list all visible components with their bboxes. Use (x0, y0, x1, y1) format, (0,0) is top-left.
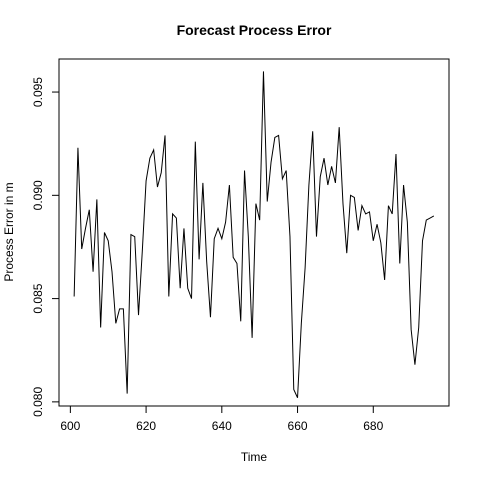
x-tick-label: 620 (136, 419, 156, 433)
x-tick-label: 680 (363, 419, 383, 433)
series-line (73, 71, 435, 398)
x-tick-label: 640 (212, 419, 232, 433)
y-tick-label: 0.080 (31, 387, 45, 417)
x-tick-label: 660 (288, 419, 308, 433)
plot-frame (58, 58, 450, 407)
y-axis-label: Process Error in m (2, 182, 16, 281)
y-axis: 0.080 0.085 0.090 0.095 (31, 77, 60, 417)
x-axis: 600 620 640 660 680 (60, 405, 384, 433)
x-tick-label: 600 (60, 419, 80, 433)
x-axis-label: Time (241, 450, 268, 464)
chart-title: Forecast Process Error (177, 22, 332, 38)
y-tick-label: 0.085 (31, 283, 45, 313)
y-tick-label: 0.095 (31, 77, 45, 107)
y-tick-label: 0.090 (31, 180, 45, 210)
